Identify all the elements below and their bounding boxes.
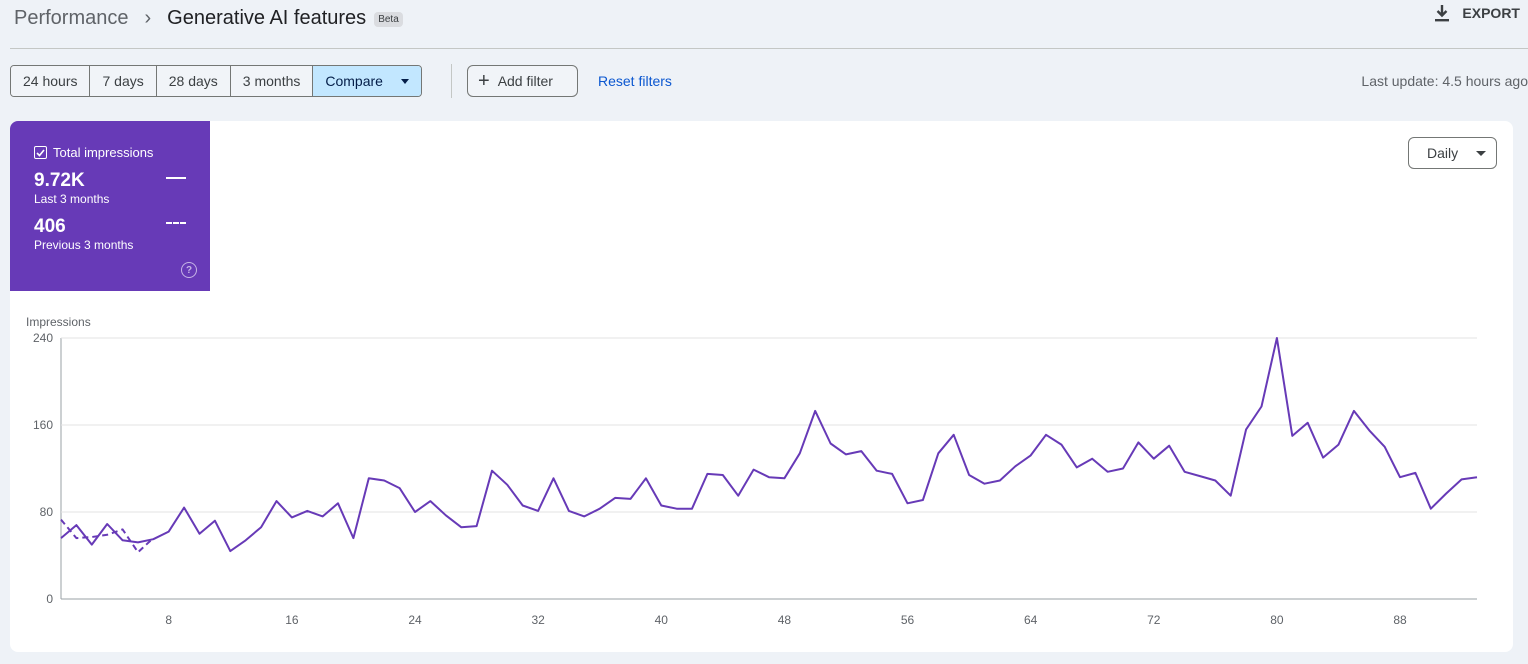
breadcrumb-separator: ›	[144, 6, 152, 29]
y-tick-label: 160	[33, 418, 53, 432]
add-filter-button[interactable]: + Add filter	[467, 65, 578, 97]
export-label: EXPORT	[1462, 5, 1520, 21]
metric-card-total-impressions[interactable]: Total impressions 9.72K Last 3 months 40…	[10, 121, 210, 291]
impressions-chart: Impressions 0 80 160 240 8 16 24 32 40 48 56 64 72 8…	[26, 315, 1478, 627]
range-24-hours[interactable]: 24 hours	[11, 66, 91, 96]
granularity-dropdown[interactable]: Daily	[1408, 137, 1497, 169]
x-tick-label: 56	[901, 613, 915, 627]
metric-title: Total impressions	[53, 145, 154, 160]
download-icon	[1435, 5, 1450, 22]
performance-card: Total impressions 9.72K Last 3 months 40…	[10, 121, 1513, 652]
breadcrumb: Performance › Generative AI features Bet…	[14, 0, 403, 36]
last-update-text: Last update: 4.5 hours ago	[1361, 73, 1528, 89]
x-tick-label: 16	[285, 613, 299, 627]
add-filter-label: Add filter	[497, 73, 553, 89]
metric-current-value: 9.72K	[34, 170, 85, 191]
reset-filters-link[interactable]: Reset filters	[598, 73, 672, 89]
compare-dropdown[interactable]: Compare	[313, 66, 421, 96]
legend-solid-line	[166, 177, 186, 179]
x-tick-label: 32	[531, 613, 545, 627]
page-title: Generative AI features	[167, 6, 367, 29]
series-current-line	[60, 337, 1478, 553]
help-icon[interactable]: ?	[181, 262, 197, 278]
x-tick-label: 24	[408, 613, 422, 627]
range-28-days[interactable]: 28 days	[156, 66, 231, 96]
caret-down-icon	[1476, 150, 1487, 156]
header-divider	[10, 48, 1528, 49]
plus-icon: +	[478, 70, 490, 92]
x-tick-label: 40	[655, 613, 669, 627]
x-tick-label: 8	[165, 613, 172, 627]
range-3-months[interactable]: 3 months	[230, 66, 314, 96]
metric-previous-value: 406	[34, 216, 66, 237]
x-tick-label: 72	[1147, 613, 1161, 627]
y-tick-label: 0	[46, 592, 53, 606]
date-range-selector: 24 hours 7 days 28 days 3 months Compare	[10, 65, 422, 97]
export-button[interactable]: EXPORT	[1434, 4, 1520, 22]
granularity-label: Daily	[1427, 145, 1459, 161]
toolbar-divider	[451, 64, 452, 98]
x-tick-label: 88	[1393, 613, 1407, 627]
breadcrumb-performance[interactable]: Performance	[14, 6, 129, 29]
legend-dashed-line	[166, 222, 186, 224]
x-tick-label: 48	[778, 613, 792, 627]
beta-badge: Beta	[374, 11, 403, 27]
x-tick-label: 80	[1270, 613, 1284, 627]
range-7-days[interactable]: 7 days	[90, 66, 157, 96]
y-tick-label: 80	[40, 505, 54, 519]
metric-current-label: Last 3 months	[34, 192, 110, 206]
caret-down-icon	[400, 78, 409, 84]
series-previous-line	[60, 518, 154, 554]
y-tick-label: 240	[33, 331, 53, 345]
y-axis-label: Impressions	[26, 315, 91, 329]
checkbox-icon[interactable]	[34, 146, 47, 159]
metric-previous-label: Previous 3 months	[34, 238, 134, 252]
x-tick-label: 64	[1024, 613, 1038, 627]
